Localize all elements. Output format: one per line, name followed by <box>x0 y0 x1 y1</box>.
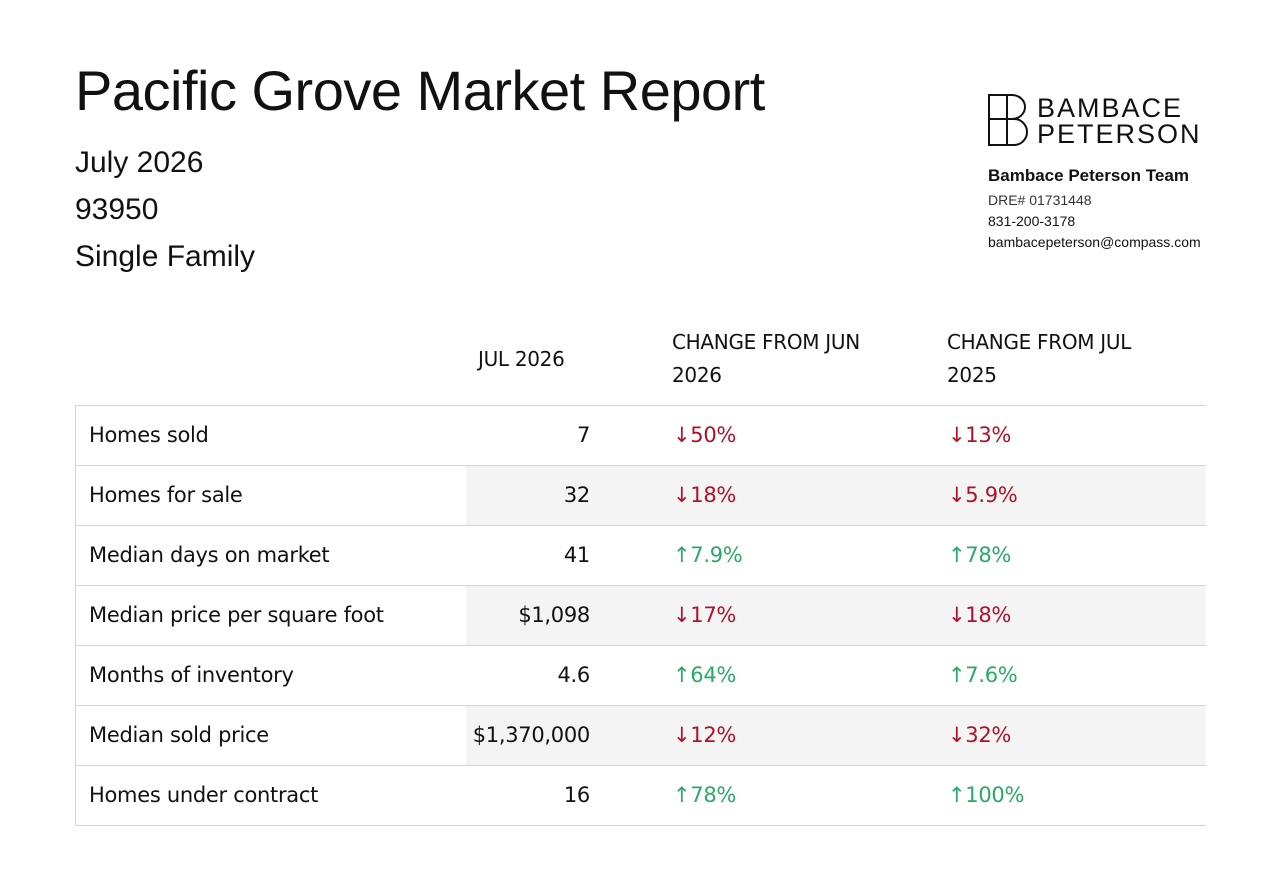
row-change-year: ↑7.6% <box>948 663 1018 687</box>
row-label: Homes for sale <box>89 483 243 507</box>
column-header-change-month: CHANGE FROM JUN 2026 <box>672 330 860 387</box>
row-label: Median sold price <box>89 723 269 747</box>
row-shade <box>466 586 1206 645</box>
row-value: $1,098 <box>518 603 590 627</box>
row-label: Homes under contract <box>89 783 319 807</box>
brand-logo: BAMBACE PETERSON <box>988 94 1248 150</box>
row-change-year: ↓13% <box>948 423 1012 447</box>
table-row: Median sold price $1,370,000 ↓12% ↓32% <box>76 706 1206 766</box>
table-row: Homes under contract 16 ↑78% ↑100% <box>76 766 1206 826</box>
row-shade <box>466 706 1206 765</box>
market-stats-table: Homes sold 7 ↓50% ↓13% Homes for sale 32… <box>75 405 1206 826</box>
column-header-change-year: CHANGE FROM JUL 2025 <box>947 330 1132 387</box>
row-change-year: ↓5.9% <box>948 483 1018 507</box>
report-zip-code: 93950 <box>75 193 159 226</box>
column-header-current-month: JUL 2026 <box>478 347 565 371</box>
row-value: 7 <box>576 423 590 447</box>
row-change-year: ↓18% <box>948 603 1012 627</box>
row-change-month: ↑7.9% <box>673 543 743 567</box>
brand-block: BAMBACE PETERSON Bambace Peterson Team D… <box>988 94 1248 250</box>
row-change-year: ↑100% <box>948 783 1025 807</box>
row-label: Median price per square foot <box>89 603 384 627</box>
row-value: 32 <box>563 483 590 507</box>
row-change-month: ↑78% <box>673 783 737 807</box>
row-change-year: ↓32% <box>948 723 1012 747</box>
email-address: bambacepeterson@compass.com <box>988 234 1201 250</box>
table-row: Median price per square foot $1,098 ↓17%… <box>76 586 1206 646</box>
row-value: 16 <box>563 783 590 807</box>
row-label: Homes sold <box>89 423 209 447</box>
report-property-type: Single Family <box>75 240 256 273</box>
table-row: Months of inventory 4.6 ↑64% ↑7.6% <box>76 646 1206 706</box>
row-value: $1,370,000 <box>472 723 591 747</box>
report-title: Pacific Grove Market Report <box>75 59 765 122</box>
table-row: Homes for sale 32 ↓18% ↓5.9% <box>76 466 1206 526</box>
row-change-month: ↓18% <box>673 483 737 507</box>
row-change-month: ↓17% <box>673 603 737 627</box>
brand-logo-wordmark: BAMBACE PETERSON <box>1037 93 1202 149</box>
brand-logo-mark-icon <box>988 94 1028 146</box>
row-value: 41 <box>563 543 590 567</box>
brand-logo-line1: BAMBACE <box>1037 93 1184 123</box>
table-row: Median days on market 41 ↑7.9% ↑78% <box>76 526 1206 586</box>
row-label: Median days on market <box>89 543 330 567</box>
row-change-month: ↓12% <box>673 723 737 747</box>
dre-number: DRE# 01731448 <box>988 192 1092 208</box>
table-row: Homes sold 7 ↓50% ↓13% <box>76 406 1206 466</box>
report-month: July 2026 <box>75 146 204 179</box>
row-label: Months of inventory <box>89 663 294 687</box>
phone-number: 831-200-3178 <box>988 213 1076 229</box>
row-change-year: ↑78% <box>948 543 1012 567</box>
brand-logo-line2: PETERSON <box>1037 119 1202 149</box>
row-change-month: ↑64% <box>673 663 737 687</box>
row-shade <box>466 466 1206 525</box>
row-value: 4.6 <box>557 663 591 687</box>
row-change-month: ↓50% <box>673 423 737 447</box>
team-name: Bambace Peterson Team <box>988 166 1189 185</box>
